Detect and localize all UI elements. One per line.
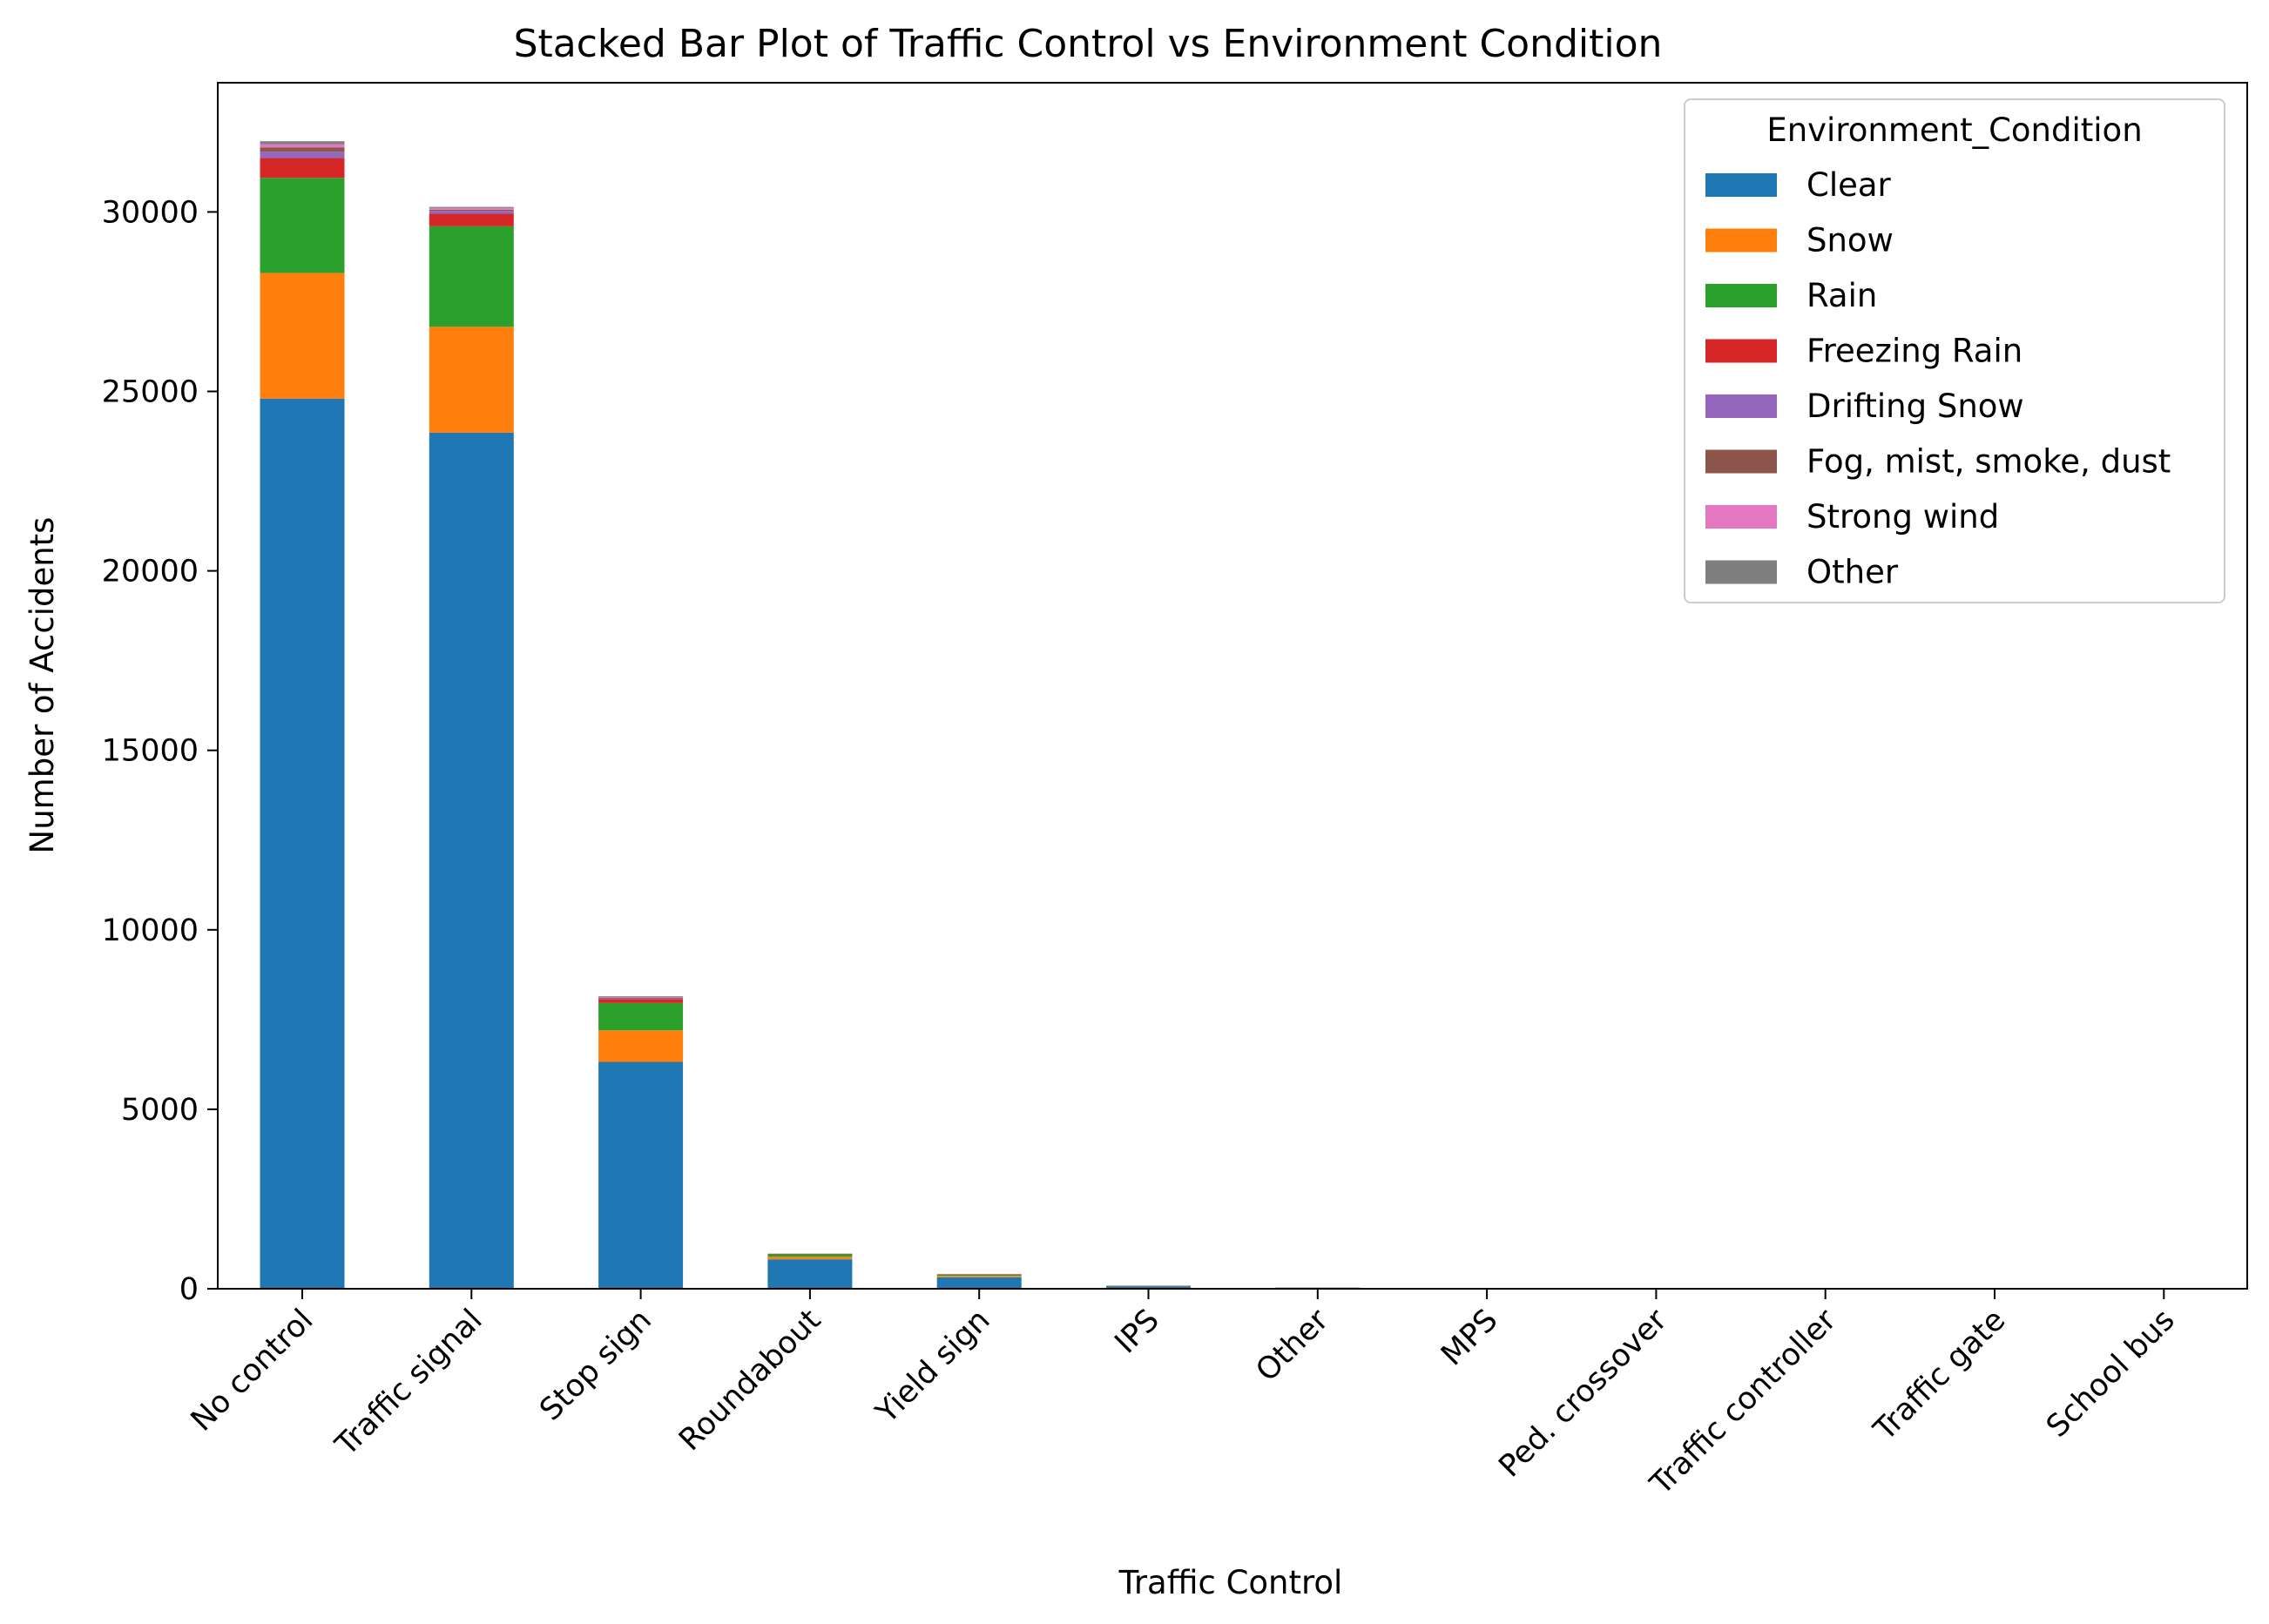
bar-segment <box>429 211 514 214</box>
bar-segment <box>429 432 514 1289</box>
bar-segment <box>429 213 514 226</box>
legend-label: Other <box>1806 554 1899 591</box>
x-tick-label: Other <box>1250 1303 1336 1389</box>
bar-segment <box>936 1277 1022 1289</box>
legend-label: Freezing Rain <box>1806 333 2023 370</box>
legend-frame <box>1684 98 2225 603</box>
bar-segment <box>598 1002 684 1031</box>
bar-segment <box>598 998 684 1000</box>
legend-swatch <box>1705 449 1777 474</box>
bar-segment <box>1106 1286 1191 1289</box>
legend-label: Fog, mist, smoke, dust <box>1806 443 2171 481</box>
bar-segment <box>260 144 345 148</box>
x-tick-label: Traffic gate <box>1867 1303 2012 1448</box>
plot-area-frame <box>217 82 2248 1290</box>
y-tick-label: 0 <box>179 1272 199 1307</box>
legend-entries: Clear Snow Rain Freezing Rain Drifting Snow F… <box>1705 166 2171 591</box>
x-tick-label: No control <box>185 1303 321 1439</box>
x-tick-label: Roundabout <box>672 1303 827 1458</box>
chart-title: Stacked Bar Plot of Traffic Control vs E… <box>514 22 1663 66</box>
y-tick-label: 5000 <box>121 1093 199 1128</box>
y-tick-label: 15000 <box>102 734 199 769</box>
bar-segment <box>598 1030 684 1062</box>
legend-label: Rain <box>1806 277 1877 314</box>
legend-swatch <box>1705 505 1777 529</box>
bar-segment <box>598 1061 684 1289</box>
legend-swatch <box>1705 394 1777 418</box>
bar-segment <box>767 1259 853 1289</box>
legend-swatch <box>1705 560 1777 584</box>
bar-segment <box>429 209 514 212</box>
x-tick-label: Yield sign <box>869 1303 997 1431</box>
bar-segment <box>767 1254 853 1257</box>
bar-segment <box>260 152 345 158</box>
y-axis: 0 5000 10000 15000 20000 25000 30000 <box>102 195 218 1307</box>
bar-segment <box>429 226 514 327</box>
y-tick-label: 20000 <box>102 555 199 590</box>
bars-group <box>260 141 2206 1289</box>
bar-segment <box>260 398 345 1289</box>
bar-segment <box>429 207 514 210</box>
bar-segment <box>767 1257 853 1260</box>
legend-label: Drifting Snow <box>1806 387 2024 425</box>
legend-label: Clear <box>1806 166 1892 204</box>
y-axis-label: Number of Accidents <box>24 517 61 854</box>
bar-segment <box>936 1276 1022 1277</box>
bar-segment <box>260 141 345 145</box>
y-tick-label: 10000 <box>102 913 199 948</box>
x-tick-label: School bus <box>2040 1303 2182 1445</box>
bar-segment <box>260 147 345 152</box>
bar-segment <box>429 206 514 208</box>
legend-swatch <box>1705 228 1777 253</box>
x-tick-label: Stop sign <box>533 1303 658 1428</box>
bar-segment <box>598 997 684 999</box>
bar-segment <box>598 996 684 998</box>
x-tick-label: Traffic signal <box>328 1303 489 1463</box>
bar-segment <box>598 999 684 1003</box>
legend-swatch <box>1705 284 1777 307</box>
y-tick-label: 30000 <box>102 195 199 230</box>
bar-segment <box>260 178 345 273</box>
x-axis-label: Traffic Control <box>1118 1564 1343 1601</box>
x-tick-label: Ped. crossover <box>1492 1303 1674 1485</box>
bar-segment <box>260 273 345 399</box>
legend: Environment_Condition Clear Snow Rain Freez… <box>1684 98 2225 603</box>
bar-segment <box>429 327 514 433</box>
x-tick-label: IPS <box>1109 1303 1166 1360</box>
legend-swatch <box>1705 339 1777 363</box>
x-axis: No control Traffic signal Stop sign Roundab… <box>185 1289 2182 1502</box>
bar-segment <box>598 996 684 997</box>
y-tick-label: 25000 <box>102 374 199 409</box>
legend-swatch <box>1705 173 1777 197</box>
bar-segment <box>260 158 345 179</box>
bar-segment <box>936 1274 1022 1277</box>
x-tick-label: MPS <box>1435 1303 1504 1372</box>
legend-title: Environment_Condition <box>1766 111 2142 149</box>
legend-label: Strong wind <box>1806 498 1999 536</box>
x-tick-label: Traffic controller <box>1644 1303 1844 1503</box>
legend-label: Snow <box>1806 222 1894 259</box>
